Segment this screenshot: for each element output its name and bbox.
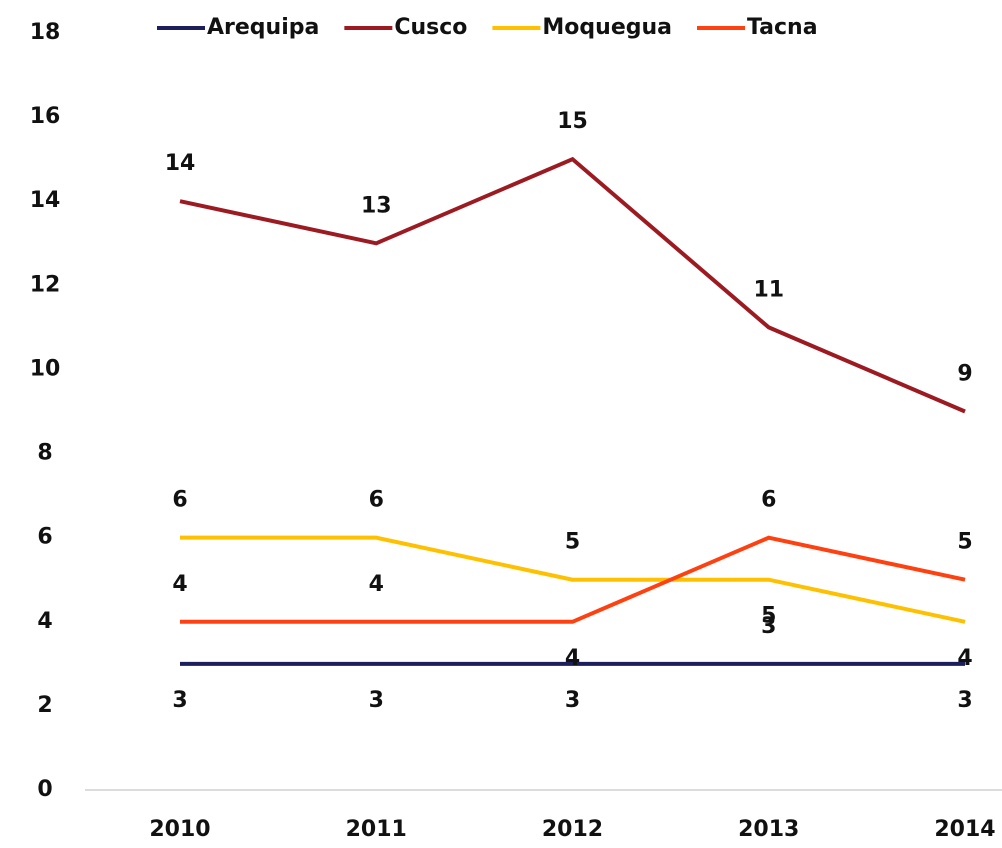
legend-label: Arequipa xyxy=(207,15,319,40)
legend-label: Cusco xyxy=(394,15,467,40)
y-tick-label: 12 xyxy=(30,272,61,297)
data-label: 4 xyxy=(172,572,187,597)
series-line xyxy=(180,535,966,624)
y-tick-label: 6 xyxy=(37,525,52,550)
data-label: 4 xyxy=(565,646,580,671)
data-label: 5 xyxy=(957,530,972,555)
data-label: 6 xyxy=(172,488,187,513)
data-label: 13 xyxy=(361,193,392,218)
data-label: 3 xyxy=(172,688,187,713)
data-label: 5 xyxy=(565,530,580,555)
data-label: 11 xyxy=(753,277,784,302)
data-label: 15 xyxy=(557,109,588,134)
y-tick-label: 10 xyxy=(30,356,61,381)
data-label: 3 xyxy=(957,688,972,713)
data-label: 3 xyxy=(565,688,580,713)
data-label: 6 xyxy=(369,488,384,513)
y-tick-label: 4 xyxy=(37,609,52,634)
y-tick-label: 0 xyxy=(37,777,52,802)
series-line xyxy=(180,535,966,624)
y-tick-label: 2 xyxy=(37,693,52,718)
data-label: 4 xyxy=(957,646,972,671)
legend-label: Tacna xyxy=(747,15,818,40)
data-label: 14 xyxy=(165,151,196,176)
data-label: 4 xyxy=(369,572,384,597)
x-tick-label: 2014 xyxy=(934,817,995,842)
x-tick-label: 2011 xyxy=(346,817,407,842)
data-label: 3 xyxy=(369,688,384,713)
y-tick-label: 18 xyxy=(30,20,61,45)
x-tick-label: 2010 xyxy=(149,817,210,842)
data-label: 6 xyxy=(761,488,776,513)
x-tick-label: 2012 xyxy=(542,817,603,842)
y-tick-label: 14 xyxy=(30,188,61,213)
series-line xyxy=(179,156,966,414)
x-tick-label: 2013 xyxy=(738,817,799,842)
data-label: 3 xyxy=(761,614,776,639)
y-tick-label: 8 xyxy=(37,441,52,466)
data-label: 9 xyxy=(957,362,972,387)
y-tick-label: 16 xyxy=(30,104,61,129)
data-label: 5 xyxy=(761,604,776,629)
legend-label: Moquegua xyxy=(542,15,672,40)
